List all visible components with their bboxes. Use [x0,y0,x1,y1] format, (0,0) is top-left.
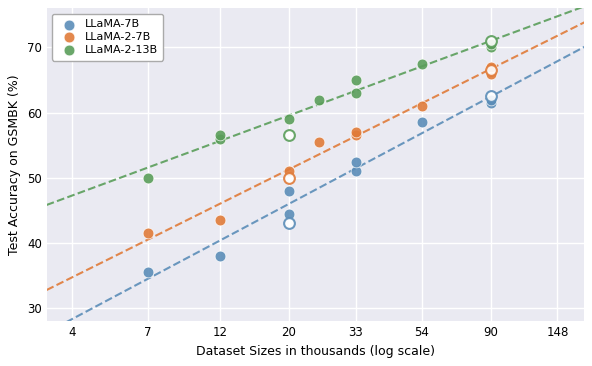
LLaMA-2-7B [314,139,323,145]
LLaMA-2-13B [486,45,496,51]
Point [284,175,293,181]
LLaMA-2-7B [417,103,427,109]
LLaMA-2-13B [143,175,152,181]
Point [486,67,496,73]
Point [486,38,496,44]
LLaMA-7B [215,253,225,259]
LLaMA-2-13B [284,116,293,122]
LLaMA-7B [143,269,152,275]
LLaMA-2-13B [486,41,496,47]
LLaMA-7B [284,211,293,217]
Legend: LLaMA-7B, LLaMA-2-7B, LLaMA-2-13B: LLaMA-7B, LLaMA-2-7B, LLaMA-2-13B [52,14,163,60]
LLaMA-2-7B [486,71,496,76]
LLaMA-7B [486,97,496,102]
Point [284,221,293,227]
LLaMA-2-13B [351,77,361,83]
Point [486,93,496,99]
LLaMA-2-7B [284,168,293,174]
LLaMA-2-7B [351,132,361,138]
LLaMA-2-13B [351,90,361,96]
LLaMA-2-7B [215,217,225,223]
LLaMA-7B [351,158,361,164]
LLaMA-2-13B [417,61,427,67]
LLaMA-2-13B [215,132,225,138]
LLaMA-7B [351,168,361,174]
LLaMA-7B [417,119,427,125]
LLaMA-2-7B [351,129,361,135]
LLaMA-2-7B [143,230,152,236]
LLaMA-2-13B [314,97,323,102]
X-axis label: Dataset Sizes in thousands (log scale): Dataset Sizes in thousands (log scale) [195,345,435,358]
LLaMA-2-7B [486,64,496,70]
Y-axis label: Test Accuracy on GSMBK (%): Test Accuracy on GSMBK (%) [8,74,21,255]
LLaMA-7B [284,188,293,194]
Point [284,132,293,138]
LLaMA-2-13B [215,136,225,142]
LLaMA-7B [486,100,496,106]
